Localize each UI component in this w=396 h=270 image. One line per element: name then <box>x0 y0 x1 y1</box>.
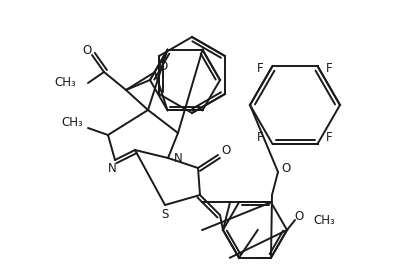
Text: N: N <box>108 161 116 174</box>
Text: O: O <box>282 161 291 174</box>
Text: F: F <box>257 62 264 75</box>
Text: F: F <box>326 131 333 144</box>
Text: F: F <box>257 131 264 144</box>
Text: CH₃: CH₃ <box>313 214 335 227</box>
Text: O: O <box>221 143 230 157</box>
Text: O: O <box>82 43 91 56</box>
Text: O: O <box>294 210 304 222</box>
Text: F: F <box>326 62 333 75</box>
Text: O: O <box>158 60 168 73</box>
Text: CH₃: CH₃ <box>61 116 83 130</box>
Text: N: N <box>173 151 183 164</box>
Text: S: S <box>161 208 169 221</box>
Text: CH₃: CH₃ <box>54 76 76 89</box>
